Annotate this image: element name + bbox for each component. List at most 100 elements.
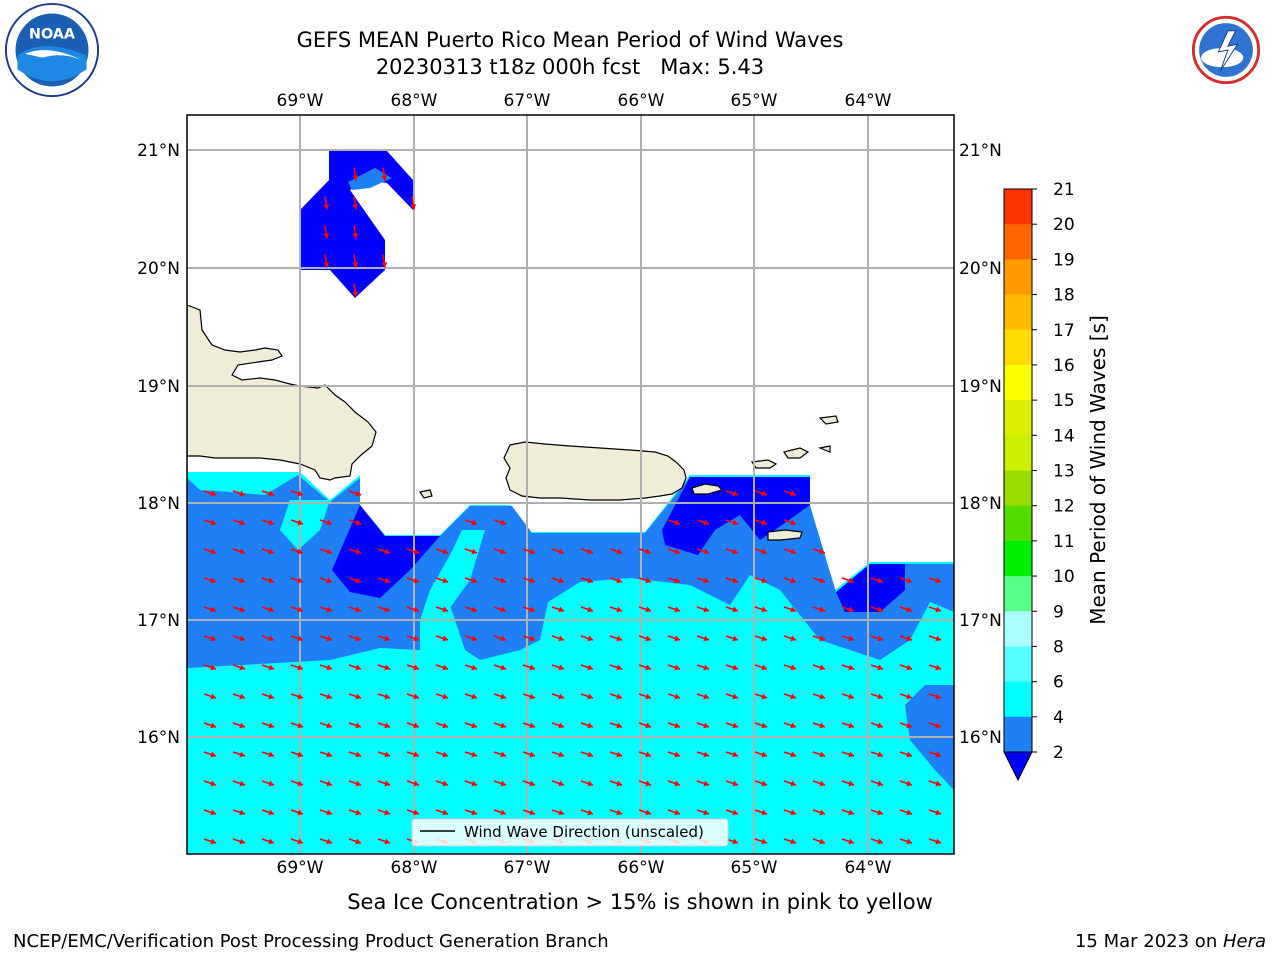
legend-label: Wind Wave Direction (unscaled) (464, 823, 704, 841)
colorbar-tick-label: 9 (1053, 602, 1064, 622)
period-band-4-6-strip (187, 475, 298, 495)
wave-direction-arrow (638, 635, 652, 642)
wave-direction-arrow (696, 606, 710, 613)
wave-direction-arrow (290, 635, 304, 642)
wave-direction-arrow (232, 664, 246, 671)
wave-direction-arrow (899, 635, 913, 642)
wave-direction-arrow (725, 577, 739, 584)
wave-direction-arrow (203, 693, 217, 700)
lat-tick-label: 20°N (137, 259, 180, 279)
wave-direction-arrow (348, 693, 362, 700)
wave-direction-arrow (841, 809, 855, 816)
wave-direction-arrow (696, 809, 710, 816)
lon-tick-label: 66°W (618, 91, 665, 111)
wave-direction-arrow (319, 606, 333, 613)
wave-direction-arrow (667, 577, 681, 584)
wave-direction-arrow (319, 664, 333, 671)
colorbar-segment (1004, 400, 1032, 436)
lon-tick-label: 69°W (277, 858, 324, 878)
wave-direction-arrow (667, 664, 681, 671)
wave-direction-arrow (783, 780, 797, 787)
wave-direction-arrow (667, 751, 681, 758)
wave-direction-arrow (348, 490, 362, 497)
wave-direction-arrow (232, 693, 246, 700)
wave-direction-arrow (522, 693, 536, 700)
colorbar: 2 4 6 8 9 10 11 12 13 14 15 16 17 18 19 20 21 (1003, 180, 1075, 782)
wave-direction-arrow (551, 635, 565, 642)
wave-direction-arrow (348, 809, 362, 816)
wave-direction-arrow (464, 809, 478, 816)
wave-direction-arrow (203, 722, 217, 729)
wave-direction-arrow (754, 751, 768, 758)
wave-direction-arrow (928, 606, 942, 613)
wave-direction-arrow (812, 635, 826, 642)
period-band-2-4-patch (348, 168, 392, 190)
wave-direction-arrow (754, 519, 768, 526)
wave-direction-arrow (381, 167, 388, 181)
wave-direction-arrow (725, 722, 739, 729)
wave-direction-arrow (406, 548, 420, 555)
colorbar-segment (1004, 259, 1032, 296)
land-vieques (691, 483, 724, 495)
wave-direction-arrow (493, 548, 507, 555)
wave-direction-arrow (725, 519, 739, 526)
wave-direction-arrow (580, 751, 594, 758)
wave-direction-arrow (348, 519, 362, 526)
wave-direction-arrow (899, 606, 913, 613)
wave-direction-arrow (609, 693, 623, 700)
colorbar-segment (1004, 646, 1032, 683)
wave-direction-arrow (899, 577, 913, 584)
wave-direction-arrow (203, 490, 217, 497)
colorbar-tick-label: 20 (1053, 215, 1075, 235)
colorbar-segment (1004, 611, 1032, 647)
wave-direction-arrow (696, 548, 710, 555)
wave-direction-arrow (203, 838, 217, 845)
wave-direction-arrow (352, 167, 359, 181)
wave-direction-arrow (870, 635, 884, 642)
wave-direction-arrow (754, 606, 768, 613)
wave-direction-arrow (696, 751, 710, 758)
colorbar-segment (1004, 505, 1032, 542)
wave-direction-arrow (348, 548, 362, 555)
wave-direction-arrow (406, 693, 420, 700)
wave-direction-arrow (551, 809, 565, 816)
wave-direction-arrow (841, 664, 855, 671)
lon-tick-label: 69°W (277, 91, 324, 111)
wave-direction-arrow (381, 254, 388, 268)
wave-direction-arrow (352, 196, 359, 210)
wave-direction-arrow (290, 780, 304, 787)
wave-direction-arrow (638, 577, 652, 584)
wave-direction-arrow (435, 751, 449, 758)
lat-tick-label: 17°N (959, 611, 1002, 631)
wave-direction-arrow (754, 490, 768, 497)
lat-tick-label: 16°N (959, 728, 1002, 748)
wave-direction-arrow (323, 196, 330, 210)
wave-direction-arrow (493, 635, 507, 642)
wave-direction-arrow (261, 780, 275, 787)
wave-direction-arrow (319, 635, 333, 642)
wave-direction-arrow (406, 606, 420, 613)
wave-direction-arrow (609, 751, 623, 758)
wave-direction-arrow (870, 809, 884, 816)
wave-direction-arrow (232, 490, 246, 497)
colorbar-segment (1004, 681, 1032, 718)
wave-direction-arrow (899, 693, 913, 700)
wave-direction-arrow (783, 519, 797, 526)
wave-direction-arrow (377, 809, 391, 816)
wave-direction-arrow (522, 751, 536, 758)
lon-tick-label: 67°W (504, 858, 551, 878)
lon-tick-label: 64°W (845, 858, 892, 878)
sea-ice-note: Sea Ice Concentration > 15% is shown in … (347, 890, 933, 914)
wave-direction-arrow (203, 606, 217, 613)
lat-tick-label: 18°N (137, 494, 180, 514)
wave-direction-arrow (203, 751, 217, 758)
wave-direction-arrow (261, 548, 275, 555)
wave-direction-arrow (580, 780, 594, 787)
wave-direction-arrow (638, 606, 652, 613)
wave-direction-arrow (203, 577, 217, 584)
period-band-4-6-tongue (280, 500, 330, 550)
wave-direction-arrow (410, 196, 417, 210)
wave-direction-arrow (812, 664, 826, 671)
wave-direction-arrow (348, 635, 362, 642)
wave-direction-arrow (319, 838, 333, 845)
